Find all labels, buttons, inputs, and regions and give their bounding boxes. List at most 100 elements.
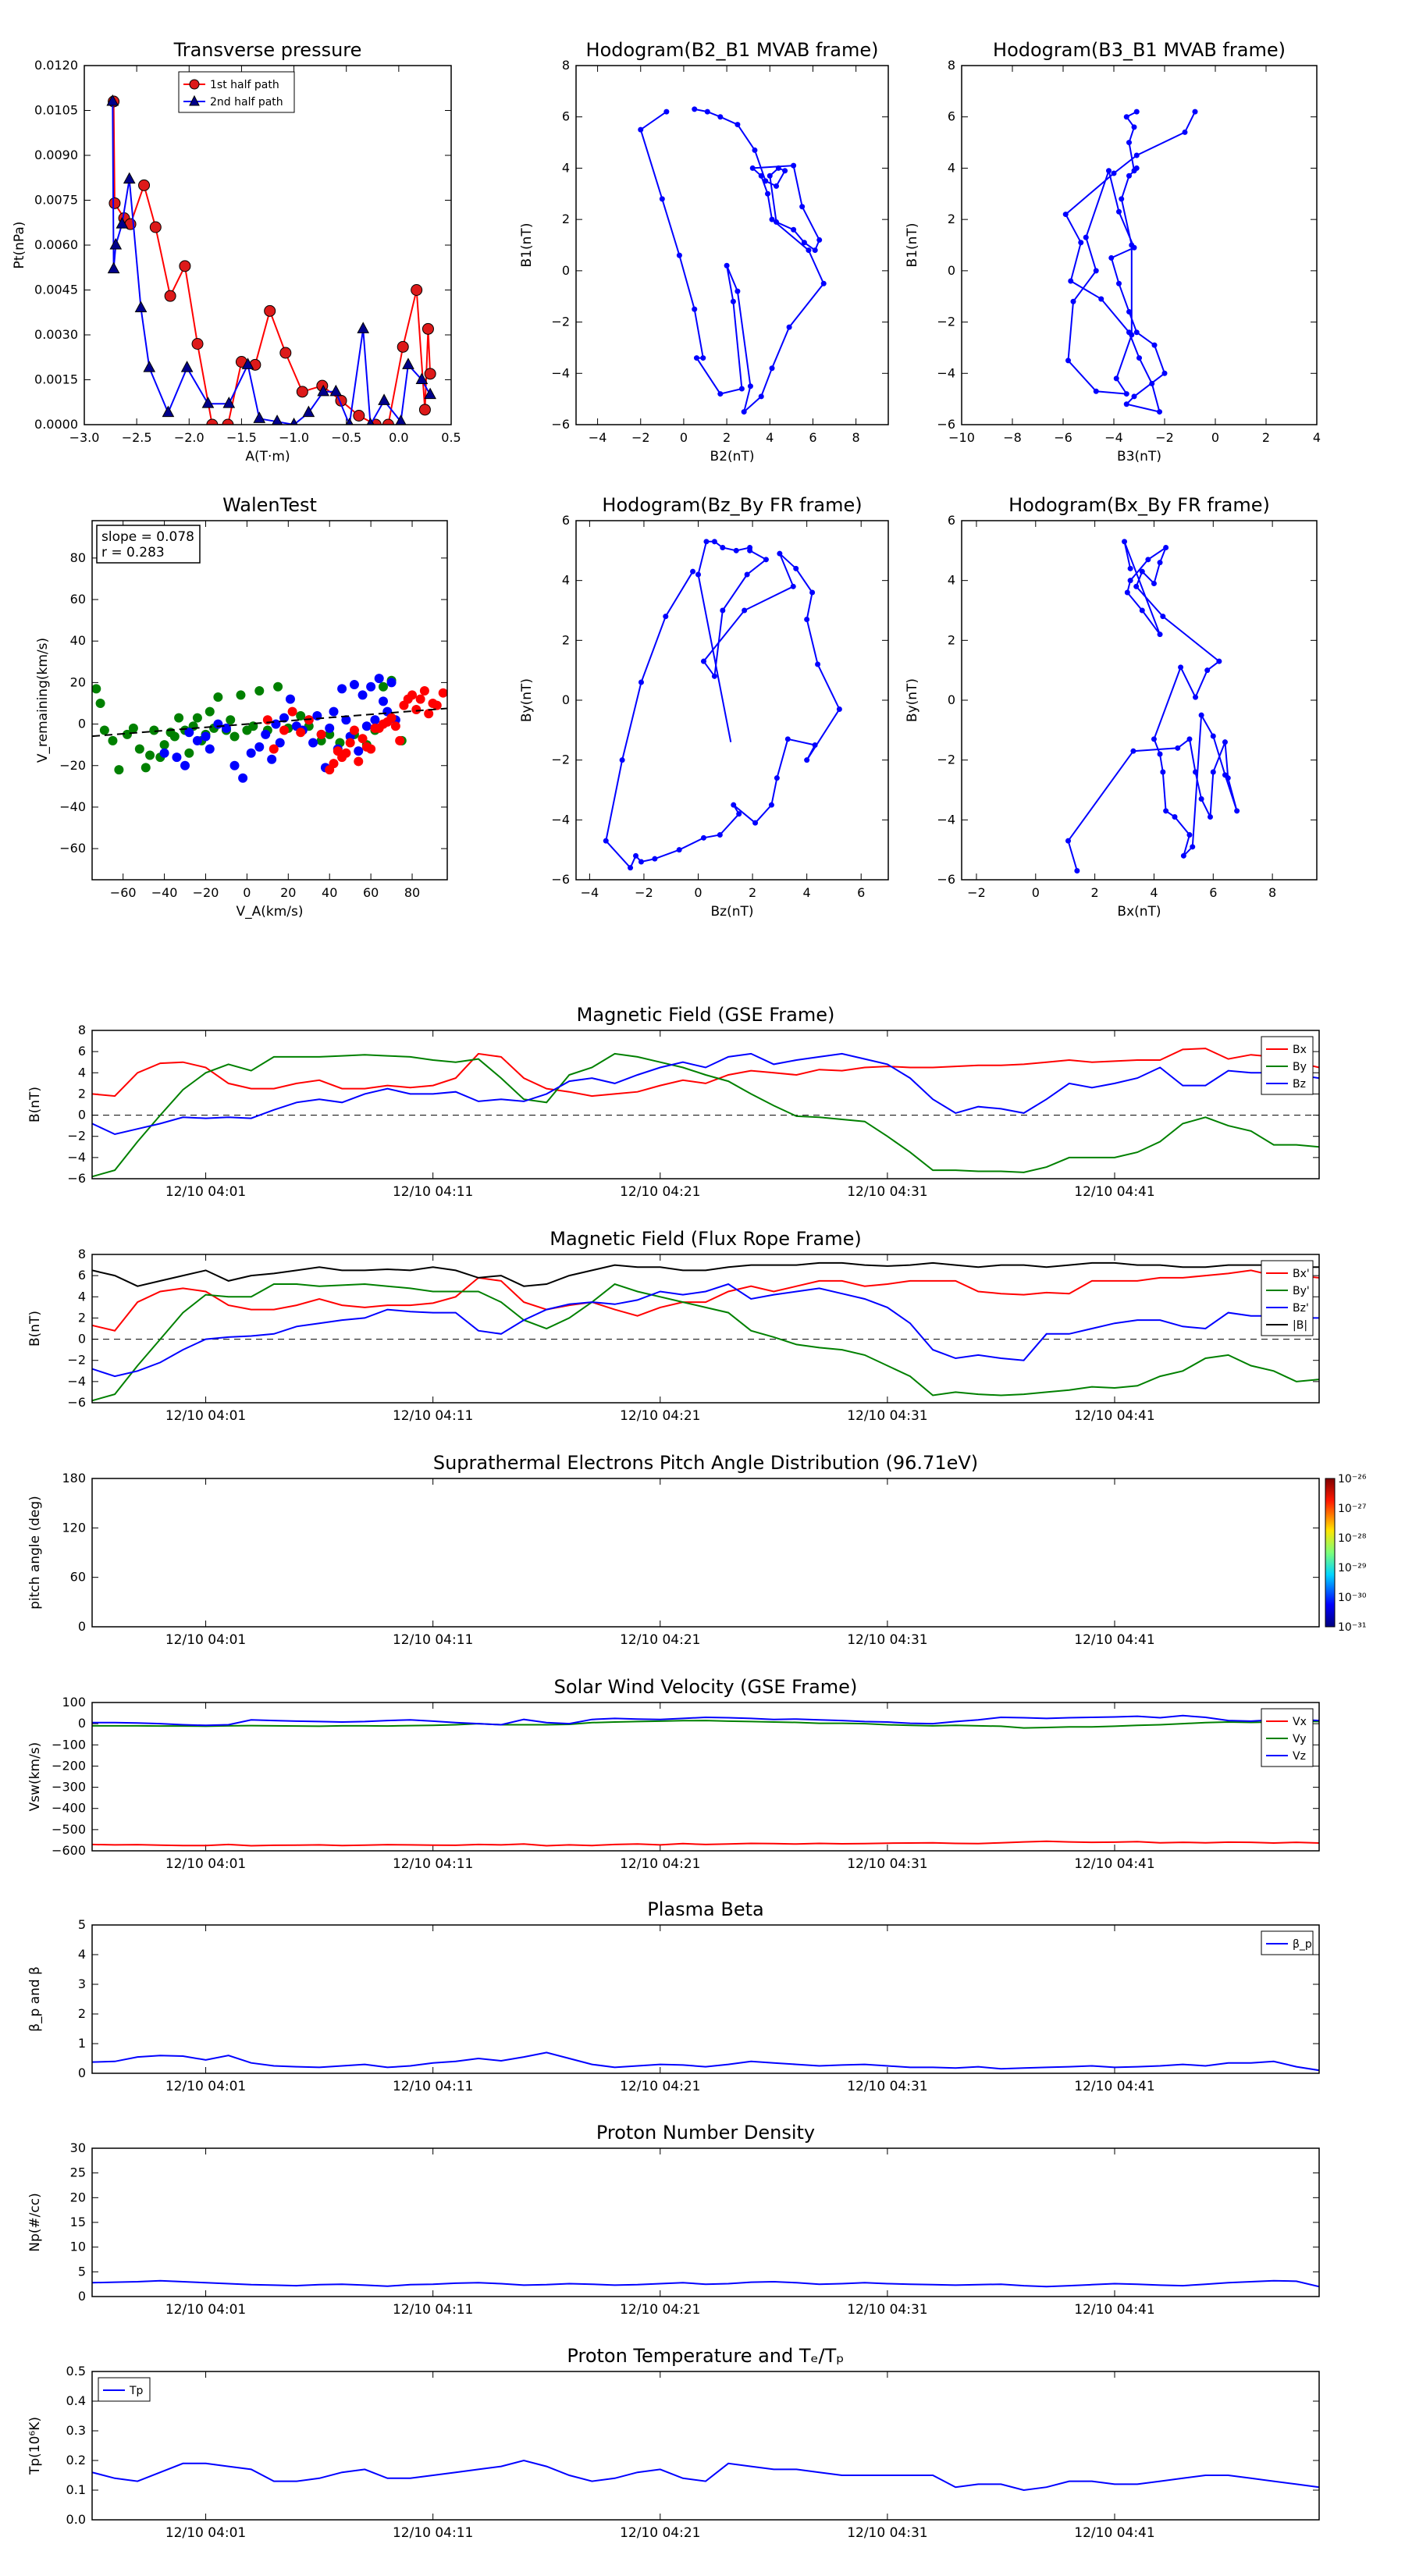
data-point	[1093, 268, 1099, 274]
data-point	[1216, 658, 1222, 664]
y-tick-label: −60	[59, 841, 86, 856]
chart-title: Magnetic Field (GSE Frame)	[577, 1004, 835, 1026]
x-tick-label: −3.0	[69, 430, 100, 445]
data-point	[812, 247, 818, 254]
data-point	[1182, 129, 1188, 135]
data-point	[1083, 234, 1089, 240]
panel-mf_fr: Magnetic Field (Flux Rope Frame) 12/10 04…	[27, 1228, 1320, 1424]
data-point	[763, 178, 769, 184]
x-tick-label: 0	[680, 430, 688, 445]
x-tick-label: 2	[1091, 885, 1099, 900]
data-point	[191, 338, 204, 350]
data-point	[134, 744, 144, 754]
panel-pad: Suprathermal Electrons Pitch Angle Distr…	[27, 1452, 1367, 1648]
y-tick-label: 30	[70, 2140, 86, 2155]
data-point	[638, 859, 644, 865]
x-tick-label: 0	[243, 885, 251, 900]
y-tick-label: 0	[78, 1619, 86, 1634]
data-point	[99, 725, 109, 735]
data-point	[296, 710, 306, 720]
y-tick-label: 2	[78, 1086, 86, 1101]
y-tick-label: 180	[62, 1471, 86, 1485]
x-tick-label: −0.5	[331, 430, 361, 445]
y-tick-label: −500	[52, 1822, 86, 1837]
data-point	[254, 742, 265, 752]
y-tick-label: −4	[937, 812, 955, 827]
y-tick-label: −4	[551, 365, 570, 380]
y-tick-label: 0	[562, 263, 570, 278]
colorbar-tick-label: 10⁻²⁹	[1338, 1562, 1367, 1574]
data-point	[1074, 868, 1080, 873]
data-point	[261, 729, 271, 739]
x-tick-label: 12/10 04:21	[620, 2525, 700, 2541]
y-tick-label: 20	[70, 2190, 86, 2204]
plot-area	[603, 539, 842, 871]
y-tick-label: 2	[78, 1310, 86, 1325]
data-point	[1133, 583, 1140, 589]
data-point	[784, 736, 791, 742]
y-tick-label: 0	[948, 692, 955, 707]
y-tick-label: 2	[948, 212, 955, 226]
data-point	[804, 617, 810, 622]
data-point	[241, 358, 254, 369]
data-point	[159, 748, 169, 758]
data-point	[92, 684, 101, 694]
data-point	[711, 673, 717, 679]
chart-title: Plasma Beta	[647, 1898, 763, 1920]
data-point	[159, 740, 169, 750]
series-line-series-0	[92, 2279, 1319, 2288]
x-axis-label: A(T·m)	[245, 449, 290, 464]
y-tick-label: 5	[78, 2264, 86, 2279]
y-tick-label: 8	[78, 1023, 86, 1037]
y-tick-label: 0.0	[66, 2512, 86, 2527]
data-point	[108, 197, 121, 209]
data-point	[432, 700, 442, 710]
x-tick-label: 12/10 04:11	[393, 2525, 473, 2541]
x-tick-label: 12/10 04:41	[1074, 1856, 1154, 1872]
axes-frame	[575, 65, 889, 425]
data-point	[1122, 539, 1128, 545]
data-point	[138, 179, 151, 191]
data-point	[145, 750, 155, 760]
data-point	[1163, 545, 1169, 550]
x-tick-label: −1.5	[226, 430, 257, 445]
y-tick-label: −6	[551, 872, 570, 887]
data-point	[422, 322, 434, 335]
axes-frame	[91, 2371, 1320, 2521]
x-tick-label: 4	[803, 885, 811, 900]
x-tick-label: 20	[280, 885, 296, 900]
data-point	[349, 680, 359, 690]
data-point	[1157, 409, 1162, 415]
panel-np: Proton Number Density 12/10 04:01 12/10 04…	[27, 2122, 1320, 2318]
data-point	[179, 260, 191, 272]
x-tick-label: 12/10 04:21	[620, 2079, 700, 2094]
plot-area	[92, 1714, 1319, 1847]
y-tick-label: 4	[948, 160, 955, 175]
series-line-Bx	[92, 1048, 1319, 1098]
annotation-text: r = 0.283	[101, 545, 165, 560]
y-tick-label: 0.5	[66, 2364, 86, 2379]
data-point	[1151, 342, 1158, 348]
data-point	[1133, 152, 1140, 158]
y-axis-label: Tp(10⁶K)	[27, 2417, 43, 2475]
data-point	[1192, 109, 1198, 115]
data-point	[341, 748, 351, 758]
data-point	[1178, 664, 1184, 671]
y-tick-label: 20	[70, 674, 86, 689]
data-point	[201, 397, 215, 408]
y-tick-label: 8	[562, 58, 570, 73]
data-point	[790, 583, 796, 589]
y-tick-label: 4	[562, 160, 570, 175]
panel-tp: Transverse pressure −3.0 −2.5 −2.0 −1.5 −1.0 −…	[12, 39, 461, 464]
x-tick-label: 12/10 04:41	[1074, 1632, 1154, 1648]
y-tick-label: 0.0105	[34, 103, 78, 118]
data-point	[747, 383, 753, 390]
x-tick-label: 0	[1032, 885, 1040, 900]
data-point	[357, 322, 370, 333]
data-point	[267, 754, 277, 764]
y-tick-label: 0.1	[66, 2482, 86, 2497]
data-point	[395, 735, 405, 745]
data-point	[1078, 240, 1084, 246]
data-point	[287, 706, 297, 717]
data-point	[663, 614, 669, 620]
